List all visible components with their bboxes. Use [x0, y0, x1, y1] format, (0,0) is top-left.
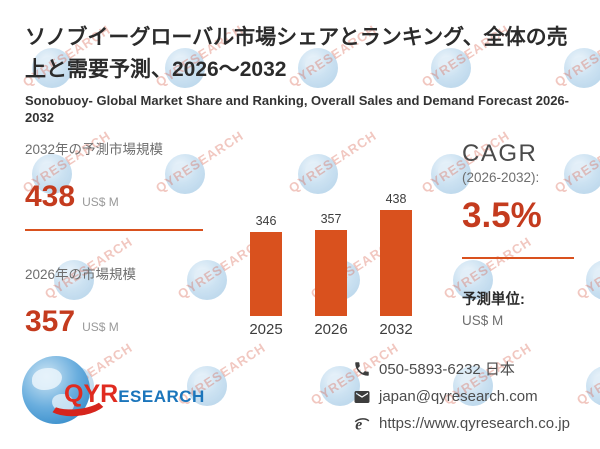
cagr-value: 3.5%	[462, 196, 542, 235]
stat-2026-value-row: 357 US$ M	[25, 305, 119, 339]
watermark-globe-icon	[165, 154, 205, 194]
watermark-qyresearch: QYRESEARCH	[572, 340, 600, 424]
bar-group-2025: 346 2025	[249, 186, 282, 338]
stat-2026-base: 2026年の市場規模	[25, 263, 136, 283]
right-divider	[462, 257, 574, 259]
bar-chart: 346 2025 357 2026 438 2032	[238, 183, 430, 338]
contact-phone: 050-5893-6232 日本	[379, 361, 515, 378]
stat-2032-value-row: 438 US$ M	[25, 180, 119, 214]
contact-email-row: japan@qyresearch.com	[352, 387, 570, 406]
bar-value-label: 346	[255, 214, 277, 228]
stat-2032-unit: US$ M	[82, 195, 119, 209]
stat-2032-forecast: 2032年の予測市場規模	[25, 138, 163, 158]
bar-year-label: 2025	[249, 321, 283, 338]
phone-icon	[352, 359, 371, 378]
qyresearch-logo: QYRESEARCH	[22, 356, 205, 431]
bar-2032	[380, 210, 412, 316]
forecast-unit-value: US$ M	[462, 313, 504, 328]
bar-group-2032: 438 2032	[379, 186, 412, 338]
bar-value-label: 438	[385, 192, 407, 206]
logo-text-esearch: ESEARCH	[118, 387, 205, 406]
contact-block: 050-5893-6232 日本 japan@qyresearch.com e …	[352, 358, 570, 441]
logo-text-qyr: QYR	[64, 380, 119, 408]
stat-2026-unit: US$ M	[82, 320, 119, 334]
watermark-globe-icon	[586, 366, 600, 406]
logo-text: QYRESEARCH	[64, 380, 205, 409]
contact-website: https://www.qyresearch.co.jp	[379, 415, 570, 432]
left-divider	[25, 229, 203, 231]
watermark-text: QYRESEARCH	[551, 127, 600, 196]
forecast-unit-label: 予測単位:	[462, 292, 525, 308]
bar-group-2026: 357 2026	[314, 186, 347, 338]
bar-value-label: 357	[320, 212, 342, 226]
bar-year-label: 2032	[379, 321, 413, 338]
svg-text:e: e	[355, 416, 362, 433]
email-icon	[352, 387, 371, 406]
cagr-range: (2026-2032):	[462, 170, 540, 185]
bar-year-label: 2026	[314, 321, 348, 338]
page-title-english: Sonobuoy- Global Market Share and Rankin…	[25, 93, 569, 125]
watermark-globe-icon	[586, 260, 600, 300]
stat-2026-label: 2026年の市場規模	[25, 267, 137, 282]
watermark-text: QYRESEARCH	[573, 339, 600, 408]
watermark-text: QYRESEARCH	[152, 127, 247, 196]
contact-email: japan@qyresearch.com	[379, 388, 538, 405]
contact-phone-row: 050-5893-6232 日本	[352, 358, 570, 379]
watermark-text: QYRESEARCH	[573, 233, 600, 302]
bar-2026	[315, 230, 347, 316]
page-title-japanese: ソノブイーグローバル市場シェアとランキング、全体の売上と需要予測、2026～20…	[25, 26, 568, 81]
contact-website-row: e https://www.qyresearch.co.jp	[352, 414, 570, 433]
stat-2032-value: 438	[25, 180, 76, 213]
stat-2032-label: 2032年の予測市場規模	[25, 142, 164, 157]
cagr-heading: CAGR	[462, 140, 538, 167]
bar-2025	[250, 232, 282, 316]
browser-icon: e	[352, 414, 371, 433]
watermark-qyresearch: QYRESEARCH	[572, 234, 600, 318]
watermark-globe-icon	[564, 154, 600, 194]
stat-2026-value: 357	[25, 305, 76, 338]
watermark-qyresearch: QYRESEARCH	[550, 128, 600, 212]
watermark-globe-icon	[187, 260, 227, 300]
